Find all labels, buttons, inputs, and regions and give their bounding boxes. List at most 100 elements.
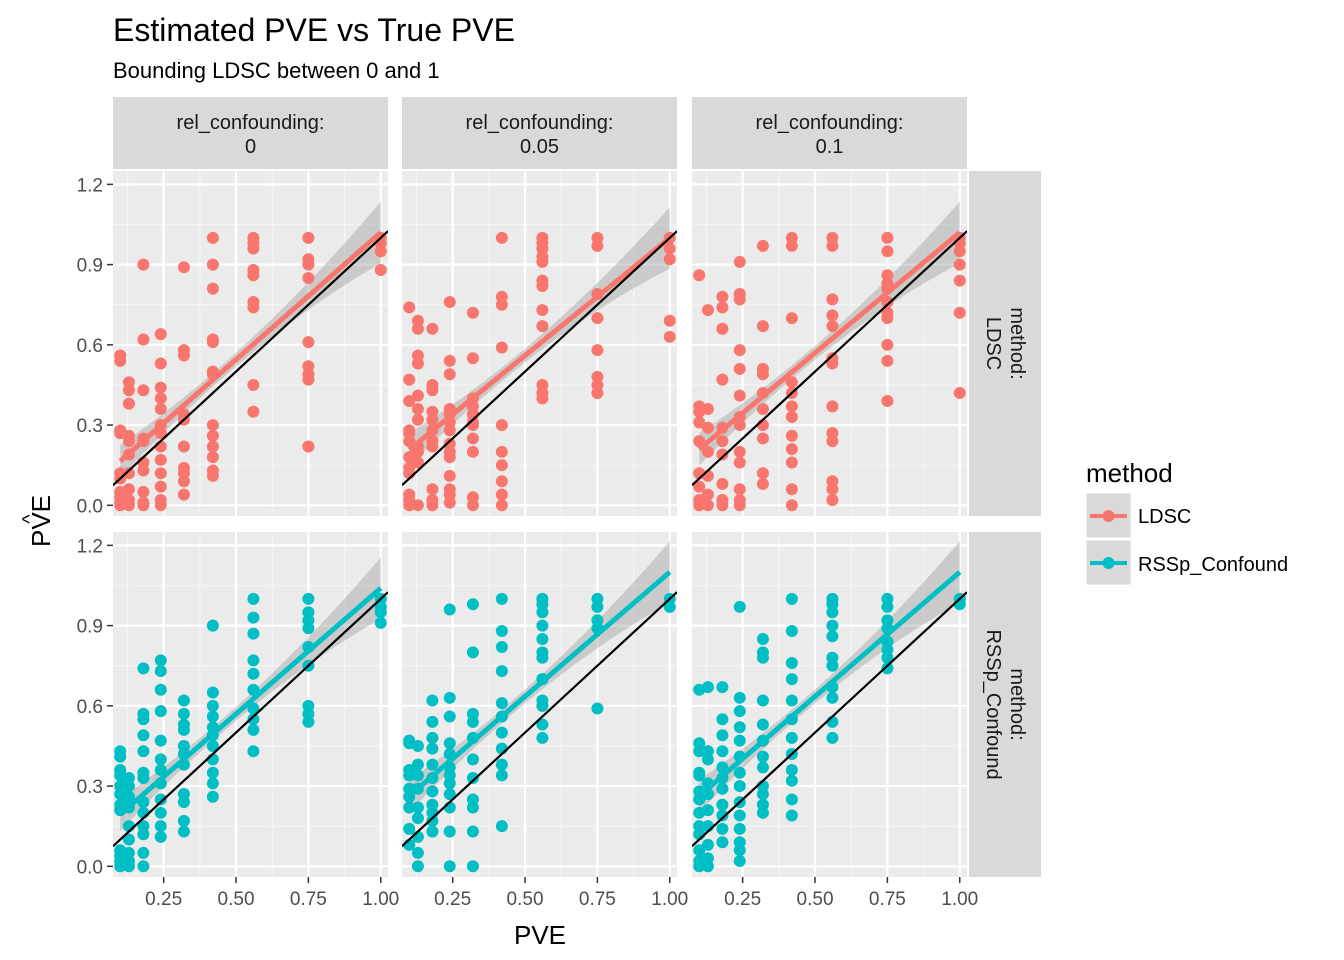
x-tick-label: 0.50 (797, 889, 834, 910)
data-point (154, 357, 167, 370)
legend-point-ldsc (1102, 510, 1115, 522)
y-tick-label: 0.9 (77, 617, 103, 638)
data-point (374, 606, 387, 619)
data-point (302, 592, 315, 605)
data-point (826, 493, 839, 506)
data-point (247, 378, 260, 391)
row-strip-value: LDSC (982, 317, 1004, 370)
data-point (302, 715, 315, 728)
data-point (206, 231, 219, 244)
data-point (953, 386, 966, 399)
data-point (411, 445, 424, 458)
data-point (137, 860, 150, 873)
data-point (953, 258, 966, 271)
data-point (701, 421, 714, 434)
data-point (495, 726, 508, 739)
data-point (733, 705, 746, 718)
data-point (137, 258, 150, 271)
data-point (826, 630, 839, 643)
data-point (443, 496, 456, 509)
data-point (881, 231, 894, 244)
data-point (733, 734, 746, 747)
data-point (247, 667, 260, 680)
data-point (826, 357, 839, 370)
data-point (536, 651, 549, 664)
data-point (693, 416, 706, 429)
data-point (443, 737, 456, 750)
data-point (693, 745, 706, 758)
data-point (826, 483, 839, 496)
data-point (495, 419, 508, 432)
data-point (716, 681, 729, 694)
data-point (756, 750, 769, 763)
data-point (733, 844, 746, 857)
data-point (426, 384, 439, 397)
data-point (756, 651, 769, 664)
x-tick-label: 1.00 (651, 889, 688, 910)
facet-panel (692, 171, 967, 516)
data-point (785, 694, 798, 707)
data-point (137, 846, 150, 859)
panel-plot-area (402, 207, 677, 512)
data-point (495, 499, 508, 512)
y-tick-label: 1.2 (77, 536, 103, 557)
data-point (733, 445, 746, 458)
data-point (701, 304, 714, 317)
data-point (114, 354, 127, 367)
data-point (536, 304, 549, 317)
data-point (177, 825, 190, 838)
data-point (122, 780, 135, 793)
data-point (302, 622, 315, 635)
data-point (536, 699, 549, 712)
data-point (756, 403, 769, 416)
data-point (733, 499, 746, 512)
data-point (826, 691, 839, 704)
data-point (206, 469, 219, 482)
data-point (443, 710, 456, 723)
data-point (154, 392, 167, 405)
data-point (411, 322, 424, 335)
data-point (466, 445, 479, 458)
data-point (663, 330, 676, 343)
data-point (826, 400, 839, 413)
data-point (495, 624, 508, 637)
y-axis-title: PVE (26, 495, 56, 547)
data-point (154, 403, 167, 416)
data-point (716, 290, 729, 303)
data-point (826, 320, 839, 333)
data-point (426, 814, 439, 827)
data-point (154, 654, 167, 667)
facet-panels: rel_confounding:0rel_confounding:0.05rel… (77, 97, 1041, 910)
data-point (466, 860, 479, 873)
data-point (591, 702, 604, 715)
data-point (206, 739, 219, 752)
data-point (302, 336, 315, 349)
data-point (137, 729, 150, 742)
data-point (137, 745, 150, 758)
data-point (466, 499, 479, 512)
data-point (495, 758, 508, 771)
data-point (247, 723, 260, 736)
data-point (701, 838, 714, 851)
data-point (495, 298, 508, 311)
data-point (403, 801, 416, 814)
data-point (122, 397, 135, 410)
data-point (154, 480, 167, 493)
data-point (733, 822, 746, 835)
row-strip: method:LDSC (969, 171, 1041, 516)
data-point (701, 499, 714, 512)
data-point (785, 624, 798, 637)
data-point (495, 459, 508, 472)
data-point (443, 424, 456, 437)
data-point (536, 255, 549, 268)
data-point (247, 702, 260, 715)
data-point (785, 673, 798, 686)
data-point (426, 731, 439, 744)
data-point (756, 432, 769, 445)
data-point (247, 627, 260, 640)
facet-panel: 0.0 0.3 0.6 0.9 1.2 (77, 171, 388, 517)
data-point (733, 854, 746, 867)
data-point (733, 389, 746, 402)
data-point (693, 860, 706, 873)
